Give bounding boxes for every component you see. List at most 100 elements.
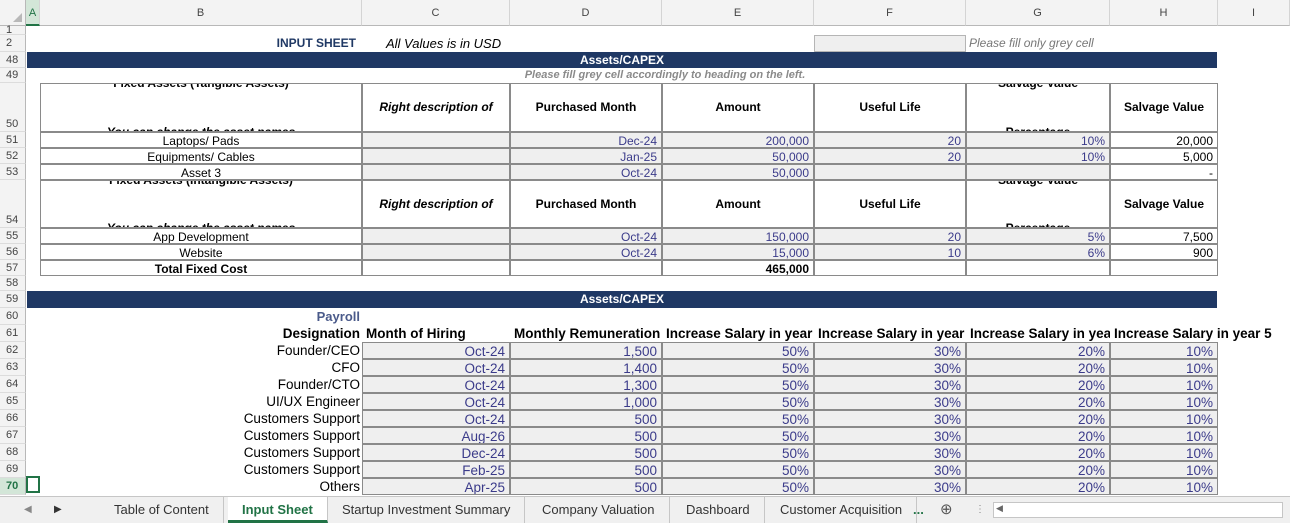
employee-designation[interactable]: CFO [331,360,361,375]
hire-month[interactable]: Oct-24 [362,393,510,410]
total-empty[interactable] [510,260,662,276]
monthly-remuneration[interactable]: 500 [510,410,662,427]
row-header-54[interactable]: 54 [0,180,26,228]
increase-y3[interactable]: 30% [814,376,966,393]
asset-description[interactable] [362,148,510,164]
row-header-69[interactable]: 69 [0,461,26,478]
increase-y5[interactable]: 10% [1110,444,1218,461]
increase-y5[interactable]: 10% [1110,393,1218,410]
increase-y2[interactable]: 50% [662,427,814,444]
select-all-corner[interactable] [0,0,26,26]
row-header-65[interactable]: 65 [0,393,26,410]
asset-name[interactable]: App Development [40,228,362,244]
increase-y4[interactable]: 20% [966,376,1110,393]
employee-designation[interactable]: Customers Support [243,445,360,460]
asset-month[interactable]: Oct-24 [510,164,662,180]
asset-salvage-value[interactable]: 20,000 [1110,132,1218,148]
row-header-59[interactable]: 59 [0,291,26,308]
increase-y2[interactable]: 50% [662,410,814,427]
row-header-60[interactable]: 60 [0,308,26,325]
increase-y5[interactable]: 10% [1110,410,1218,427]
increase-y4[interactable]: 20% [966,427,1110,444]
increase-y2[interactable]: 50% [662,359,814,376]
increase-y4[interactable]: 20% [966,393,1110,410]
hire-month[interactable]: Feb-25 [362,461,510,478]
hire-month[interactable]: Apr-25 [362,478,510,495]
asset-amount[interactable]: 15,000 [662,244,814,260]
employee-designation[interactable]: Founder/CTO [277,377,360,392]
total-fixed-cost-value[interactable]: 465,000 [662,260,814,276]
row-header-48[interactable]: 48 [0,52,26,68]
asset-amount[interactable]: 200,000 [662,132,814,148]
sheet-tab-dashboard[interactable]: Dashboard [672,497,765,523]
employee-designation[interactable]: Customers Support [243,411,360,426]
hire-month[interactable]: Oct-24 [362,410,510,427]
asset-salvage-value[interactable]: - [1110,164,1218,180]
row-header-57[interactable]: 57 [0,260,26,276]
asset-salvage-pct[interactable]: 10% [966,148,1110,164]
tab-more-button[interactable]: ... [913,502,924,517]
increase-y5[interactable]: 10% [1110,376,1218,393]
monthly-remuneration[interactable]: 500 [510,478,662,495]
row-header-66[interactable]: 66 [0,410,26,427]
increase-y5[interactable]: 10% [1110,342,1218,359]
increase-y4[interactable]: 20% [966,342,1110,359]
employee-designation[interactable]: Founder/CEO [276,343,360,358]
monthly-remuneration[interactable]: 1,000 [510,393,662,410]
increase-y3[interactable]: 30% [814,342,966,359]
increase-y3[interactable]: 30% [814,427,966,444]
splitter-handle[interactable]: ⋮ [975,504,985,515]
column-header-C[interactable]: C [362,0,510,26]
hire-month[interactable]: Aug-26 [362,427,510,444]
increase-y2[interactable]: 50% [662,478,814,495]
increase-y5[interactable]: 10% [1110,461,1218,478]
increase-y5[interactable]: 10% [1110,478,1218,495]
total-empty[interactable] [362,260,510,276]
monthly-remuneration[interactable]: 1,300 [510,376,662,393]
asset-salvage-pct[interactable] [966,164,1110,180]
asset-name[interactable]: Laptops/ Pads [40,132,362,148]
row-header-56[interactable]: 56 [0,244,26,260]
hire-month[interactable]: Oct-24 [362,342,510,359]
hire-month[interactable]: Dec-24 [362,444,510,461]
total-empty[interactable] [1110,260,1218,276]
column-header-G[interactable]: G [966,0,1110,26]
asset-month[interactable]: Dec-24 [510,132,662,148]
row-header-64[interactable]: 64 [0,376,26,393]
employee-designation[interactable]: Customers Support [243,462,360,477]
row-header-58[interactable]: 58 [0,276,26,291]
increase-y2[interactable]: 50% [662,342,814,359]
tab-prev-icon[interactable]: ◀ [24,504,32,515]
asset-amount[interactable]: 150,000 [662,228,814,244]
asset-life[interactable]: 20 [814,148,966,164]
column-header-H[interactable]: H [1110,0,1218,26]
increase-y3[interactable]: 30% [814,444,966,461]
add-sheet-icon[interactable]: ⊕ [940,501,953,518]
column-header-I[interactable]: I [1218,0,1290,26]
increase-y4[interactable]: 20% [966,461,1110,478]
increase-y2[interactable]: 50% [662,393,814,410]
asset-life[interactable]: 10 [814,244,966,260]
grey-sample-cell[interactable] [814,35,966,52]
increase-y4[interactable]: 20% [966,444,1110,461]
increase-y5[interactable]: 10% [1110,427,1218,444]
increase-y2[interactable]: 50% [662,376,814,393]
sheet-tab-customer-acquisition[interactable]: Customer Acquisition [766,497,918,523]
employee-designation[interactable]: UI/UX Engineer [266,394,360,409]
monthly-remuneration[interactable]: 500 [510,427,662,444]
asset-month[interactable]: Oct-24 [510,228,662,244]
row-header-52[interactable]: 52 [0,148,26,164]
increase-y4[interactable]: 20% [966,478,1110,495]
column-header-F[interactable]: F [814,0,966,26]
total-empty[interactable] [966,260,1110,276]
hire-month[interactable]: Oct-24 [362,376,510,393]
monthly-remuneration[interactable]: 500 [510,461,662,478]
sheet-tab-company-valuation[interactable]: Company Valuation [528,497,670,523]
increase-y2[interactable]: 50% [662,444,814,461]
asset-amount[interactable]: 50,000 [662,164,814,180]
monthly-remuneration[interactable]: 500 [510,444,662,461]
sheet-tab-startup-investment-summary[interactable]: Startup Investment Summary [328,497,526,523]
asset-name[interactable]: Asset 3 [40,164,362,180]
scroll-left-icon[interactable]: ◀ [996,503,1003,513]
row-header-1[interactable]: 1 [0,25,26,36]
